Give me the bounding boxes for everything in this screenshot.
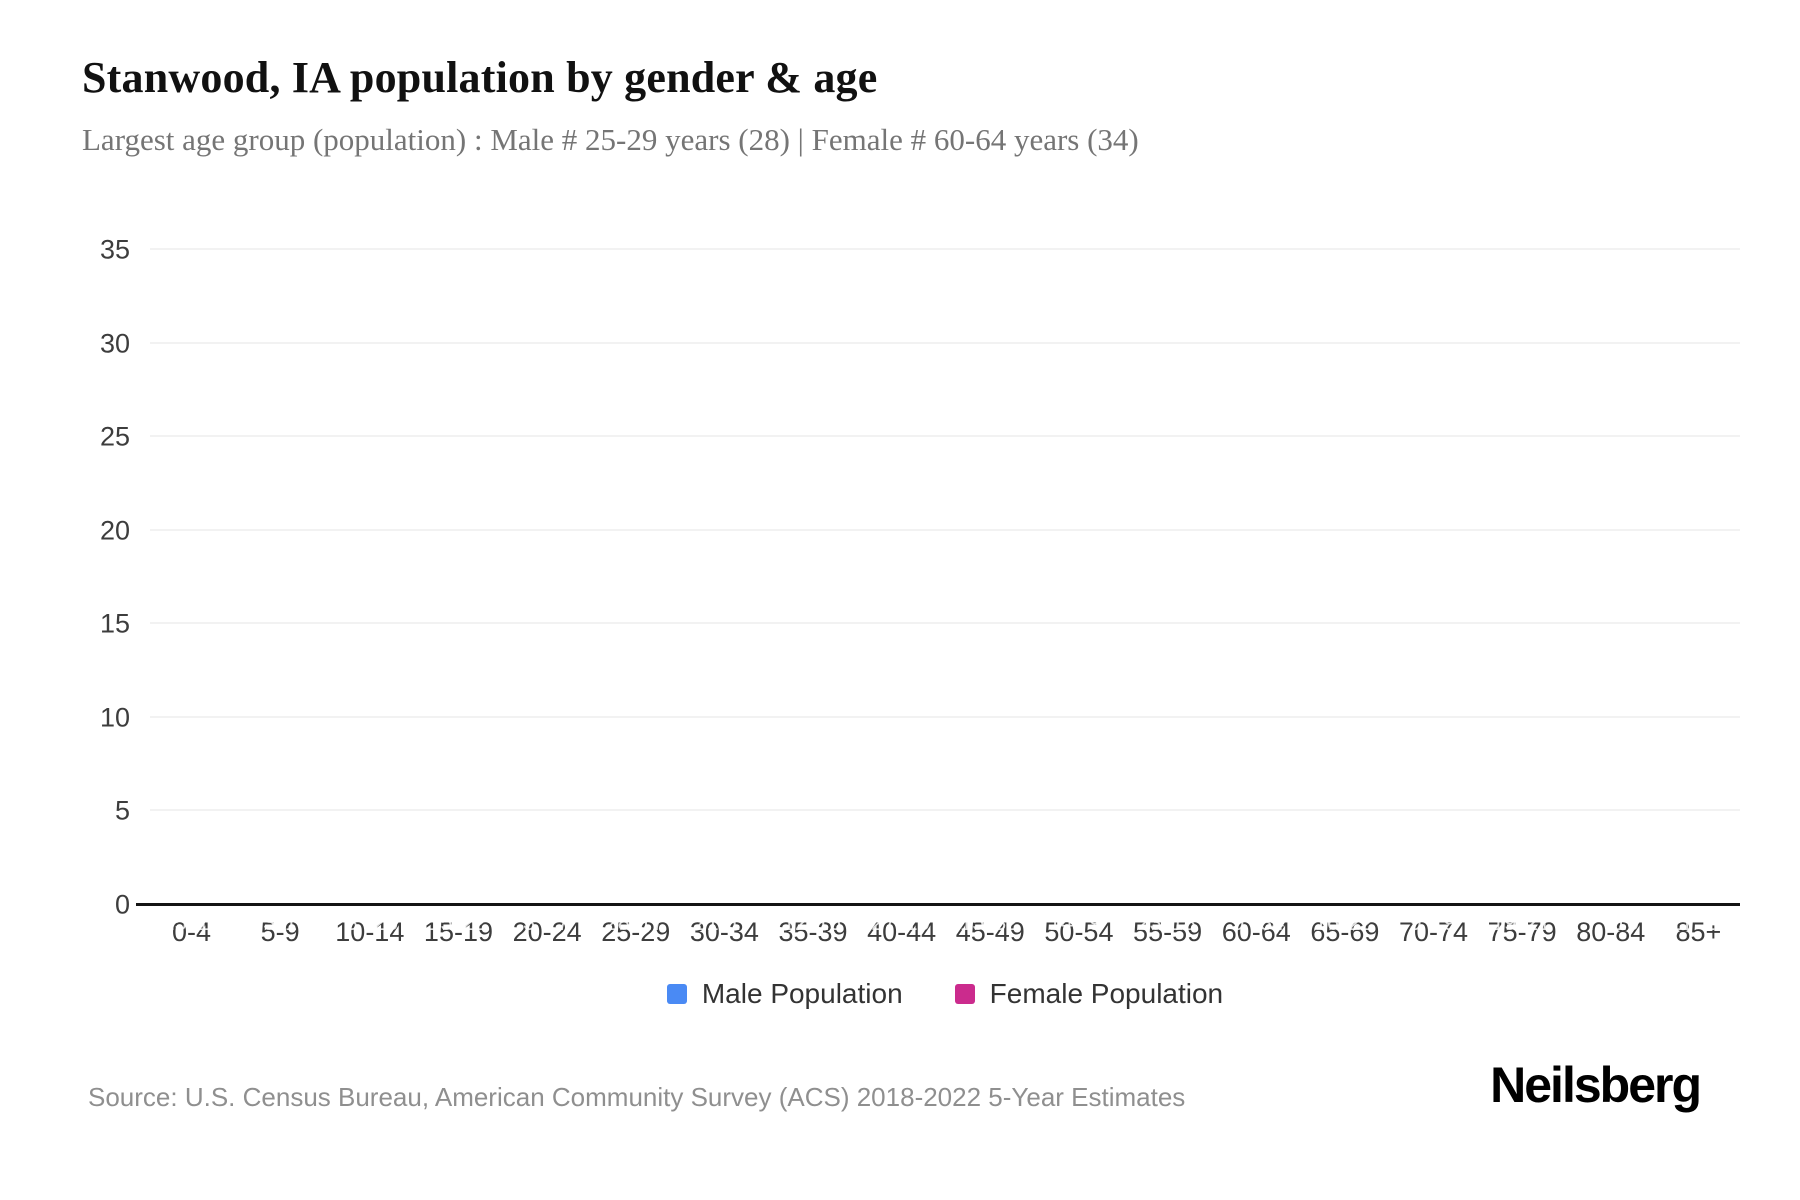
gridline (150, 341, 1740, 344)
female-bar-value-50-54: 9 (1088, 910, 1102, 935)
chart-subtitle: Largest age group (population) : Male # … (82, 122, 1139, 157)
male-bar-value-45-49: 15 (960, 910, 985, 935)
x-axis-tick-label-75-79: 75-79 (1487, 917, 1557, 947)
legend-label-female: Female Population (989, 978, 1224, 1009)
y-axis-tick-label: 20 (99, 515, 130, 546)
male-bar-value-65-69: 16 (1314, 910, 1340, 935)
female-bar-value-5-9: 14 (284, 910, 310, 935)
female-bar-value-65-69: 22 (1348, 910, 1374, 935)
legend-item-male: Male Population (666, 978, 903, 1010)
x-axis-tick-label-40-44: 40-44 (867, 917, 937, 947)
y-axis-tick-label: 5 (114, 795, 130, 826)
male-bar-value-50-54: 14 (1048, 910, 1074, 935)
x-axis-tick-label-0-4: 0-4 (171, 917, 212, 947)
female-bar-value-80-84: 10 (1614, 910, 1639, 935)
plot-area: 15 11 13 14 3 25 15 22 3 7 28 17 21 17 12 16 27 10 15 32 14 9… (100, 235, 1740, 947)
gridline (150, 248, 1740, 250)
female-bar-value-85+: 14 (1703, 910, 1728, 935)
female-bar-value-30-34: 17 (728, 910, 753, 935)
female-bar-value-40-44: 10 (905, 910, 930, 935)
x-axis-tick-label-20-24: 20-24 (512, 917, 582, 947)
male-bar-value-35-39: 12 (782, 910, 808, 935)
y-axis-tick-label: 15 (99, 608, 130, 639)
y-axis-tick-label: 0 (114, 889, 130, 920)
x-axis-tick-label-25-29: 25-29 (601, 917, 671, 947)
gridline (150, 528, 1740, 531)
male-bar-value-10-14: 3 (345, 910, 358, 935)
female-bar-value-25-29: 17 (639, 910, 664, 935)
legend-label-male: Male Population (701, 978, 903, 1009)
male-bar-value-60-64: 9 (1232, 910, 1245, 935)
x-axis-tick-label-80-84: 80-84 (1576, 917, 1646, 947)
female-bar-value-0-4: 11 (197, 910, 220, 935)
x-axis-tick-label-15-19: 15-19 (423, 917, 493, 947)
male-bar-value-0-4: 15 (162, 910, 187, 935)
female-bar-value-55-59: 18 (1171, 910, 1196, 935)
x-axis-tick-label-35-39: 35-39 (778, 917, 848, 947)
female-bar-value-70-74: 9 (1443, 910, 1456, 935)
x-axis-tick-label-70-74: 70-74 (1398, 917, 1469, 947)
male-bar-value-25-29: 28 (605, 910, 630, 935)
x-axis-tick-label-5-9: 5-9 (260, 917, 300, 947)
female-bar-value-10-14: 25 (373, 910, 399, 935)
page-title: Stanwood, IA population by gender & age (82, 53, 878, 102)
y-axis-tick-label: 25 (99, 421, 130, 452)
x-axis-tick-label-60-64: 60-64 (1221, 917, 1291, 947)
x-axis-line (136, 903, 1740, 906)
legend: Male Population Female Population (150, 978, 1740, 1010)
female-legend-swatch-icon (954, 984, 975, 1004)
x-axis-tick-label-55-59: 55-59 (1133, 917, 1203, 947)
x-axis-tick-label-10-14: 10-14 (335, 917, 405, 947)
male-bar-value-40-44: 27 (871, 910, 896, 935)
female-bar-value-20-24: 7 (556, 910, 570, 935)
y-axis-tick-label: 35 (99, 234, 130, 265)
male-bar-value-55-59: 23 (1137, 910, 1162, 935)
male-bar-value-5-9: 13 (250, 910, 276, 935)
brand-logo: Neilsberg (1490, 1057, 1702, 1113)
bars: 15 11 13 14 3 25 15 22 3 7 28 17 21 17 12 16 27 10 15 32 14 9… (150, 250, 1740, 935)
female-bar-value-60-64: 34 (1259, 910, 1285, 935)
x-axis-tick-label-45-49: 45-49 (955, 917, 1025, 947)
x-axis-tick-label-30-34: 30-34 (689, 917, 759, 947)
male-bar-value-85+: 11 (1669, 910, 1693, 935)
x-axis-tick-label-65-69: 65-69 (1310, 917, 1380, 947)
source-note: Source: U.S. Census Bureau, American Com… (88, 1082, 1186, 1112)
male-bar-value-30-34: 21 (694, 910, 719, 935)
x-axis-tick-label-50-54: 50-54 (1044, 917, 1114, 947)
legend-item-female: Female Population (954, 978, 1224, 1010)
male-bar-value-70-74: 9 (1409, 910, 1422, 935)
x-axis-labels: 0-4 5-9 10-14 15-19 20-24 25-29 30-34 35-39 40-4… (150, 917, 1740, 948)
female-bar-value-35-39: 16 (816, 910, 842, 935)
y-axis-tick-label: 10 (99, 702, 130, 733)
y-axis-tick-label: 30 (99, 328, 130, 359)
female-bar-value-75-79: 21 (1525, 910, 1551, 935)
gridline (150, 809, 1740, 812)
male-legend-swatch-icon (666, 984, 687, 1004)
male-bar-value-15-19: 15 (428, 910, 453, 935)
gridline (150, 435, 1740, 438)
gridline (150, 622, 1740, 625)
x-axis-tick-label-85+: 85+ (1675, 917, 1722, 947)
female-bar-value-15-19: 22 (462, 910, 487, 935)
male-bar-value-20-24: 3 (522, 910, 536, 935)
male-bar-value-75-79: 19 (1491, 910, 1517, 935)
gridline (150, 715, 1740, 718)
male-bar-value-80-84: 7 (1586, 910, 1599, 935)
female-bar-value-45-49: 32 (994, 910, 1019, 935)
